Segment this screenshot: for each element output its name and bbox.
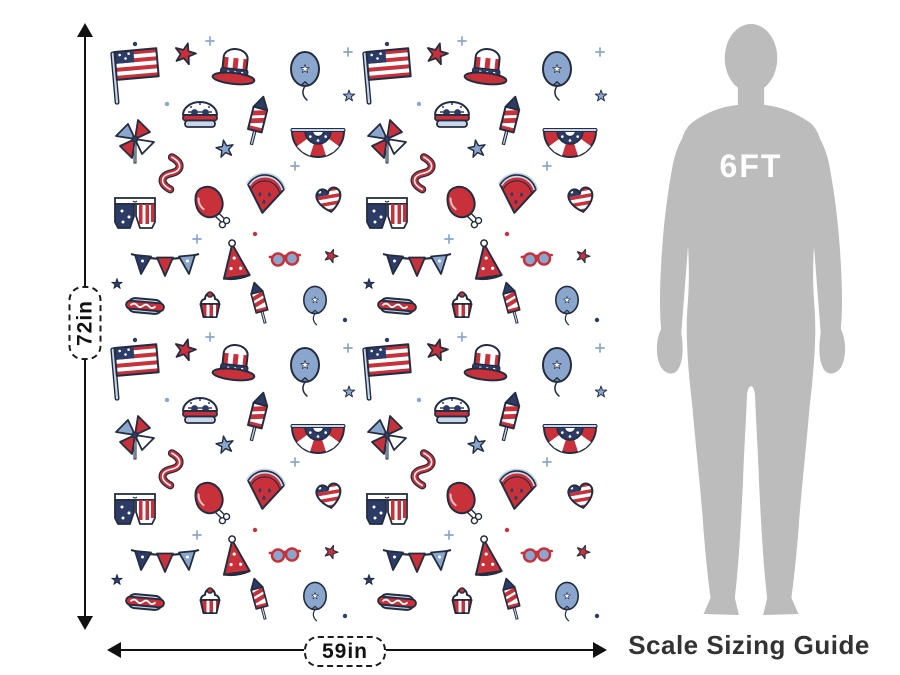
- width-label: 59in: [303, 636, 387, 667]
- height-label: 72in: [68, 286, 102, 361]
- human-silhouette: 6FT: [650, 22, 852, 624]
- fabric-swatch: [105, 34, 608, 626]
- human-silhouette-svg: [656, 24, 846, 615]
- silhouette-height-label: 6FT: [719, 148, 783, 184]
- arrow-left-icon: [107, 642, 121, 658]
- height-label-text: 72in: [73, 300, 97, 347]
- patriotic-pattern-svg: [105, 34, 608, 626]
- arrow-down-icon: [77, 616, 93, 630]
- guide-title: Scale Sizing Guide: [628, 630, 870, 660]
- width-dimension: 59in: [107, 636, 607, 667]
- height-dimension: 72in: [68, 23, 102, 630]
- arrow-up-icon: [77, 23, 93, 37]
- arrow-right-icon: [593, 642, 607, 658]
- width-label-text: 59in: [321, 640, 369, 663]
